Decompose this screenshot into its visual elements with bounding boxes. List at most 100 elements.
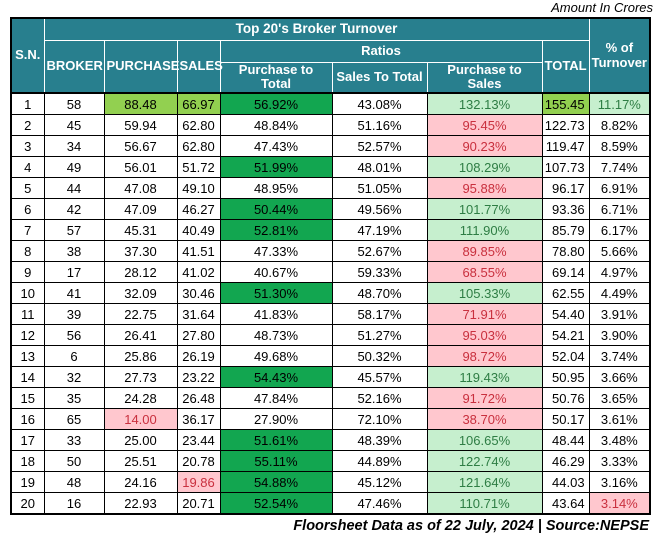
table-row: 4 49 56.01 51.72 51.99% 48.01% 108.29% 107.73 7.…: [10, 156, 651, 179]
broker-cell: 50: [43, 450, 105, 473]
table-row: 16 65 14.00 36.17 27.90% 72.10% 38.70% 50.17 3.6…: [10, 408, 651, 431]
table-row: 13 6 25.86 26.19 49.68% 50.32% 98.72% 52.04 3.74…: [10, 345, 651, 368]
sn-cell: 20: [10, 492, 45, 515]
percent-of-turnover-cell: 3.74%: [588, 345, 651, 368]
purchase-to-sales-cell: 121.64%: [426, 471, 543, 494]
sales-to-total-cell: 45.12%: [331, 471, 428, 494]
sn-cell: 7: [10, 219, 45, 242]
page: Amount In Crores S.N. Top 20's Broker Tu…: [10, 0, 653, 534]
col-header-total: TOTAL: [541, 39, 590, 95]
table-row: 20 16 22.93 20.71 52.54% 47.46% 110.71% 43.64 3.…: [10, 492, 651, 515]
purchase-to-total-cell: 56.92%: [219, 92, 333, 116]
total-cell: 52.04: [541, 345, 590, 368]
purchase-to-sales-cell: 95.03%: [426, 324, 543, 347]
purchase-to-sales-cell: 68.55%: [426, 261, 543, 284]
table-header: S.N. Top 20's Broker Turnover % of Turno…: [10, 17, 651, 95]
purchase-cell: 27.73: [103, 366, 178, 389]
sales-to-total-cell: 58.17%: [331, 303, 428, 326]
table-row: 17 33 25.00 23.44 51.61% 48.39% 106.65% 48.44 3.…: [10, 429, 651, 452]
sn-cell: 17: [10, 429, 45, 452]
purchase-to-sales-cell: 111.90%: [426, 219, 543, 242]
sales-cell: 26.19: [176, 345, 221, 368]
purchase-to-sales-cell: 105.33%: [426, 282, 543, 305]
purchase-cell: 24.28: [103, 387, 178, 410]
sales-cell: 66.97: [176, 92, 221, 116]
purchase-to-total-cell: 27.90%: [219, 408, 333, 431]
total-cell: 54.40: [541, 303, 590, 326]
sales-to-total-cell: 51.05%: [331, 177, 428, 200]
purchase-to-total-cell: 55.11%: [219, 450, 333, 473]
purchase-cell: 47.09: [103, 198, 178, 221]
table-row: 10 41 32.09 30.46 51.30% 48.70% 105.33% 62.55 4.…: [10, 282, 651, 305]
percent-of-turnover-cell: 3.66%: [588, 366, 651, 389]
broker-cell: 33: [43, 429, 105, 452]
broker-cell: 16: [43, 492, 105, 515]
total-cell: 107.73: [541, 156, 590, 179]
broker-cell: 57: [43, 219, 105, 242]
purchase-to-total-cell: 47.43%: [219, 135, 333, 158]
sales-cell: 20.78: [176, 450, 221, 473]
sales-to-total-cell: 44.89%: [331, 450, 428, 473]
total-cell: 69.14: [541, 261, 590, 284]
total-cell: 46.29: [541, 450, 590, 473]
percent-of-turnover-cell: 3.90%: [588, 324, 651, 347]
percent-of-turnover-cell: 3.16%: [588, 471, 651, 494]
sn-cell: 5: [10, 177, 45, 200]
broker-cell: 65: [43, 408, 105, 431]
purchase-to-total-cell: 48.95%: [219, 177, 333, 200]
sn-cell: 8: [10, 240, 45, 263]
total-cell: 50.17: [541, 408, 590, 431]
col-header-pct-turnover: % of Turnover: [588, 17, 651, 95]
sn-cell: 10: [10, 282, 45, 305]
col-header-sn: S.N.: [10, 17, 45, 95]
purchase-to-total-cell: 47.84%: [219, 387, 333, 410]
broker-cell: 6: [43, 345, 105, 368]
table-row: 15 35 24.28 26.48 47.84% 52.16% 91.72% 50.76 3.6…: [10, 387, 651, 410]
col-header-purchase: PURCHASE: [103, 39, 179, 95]
sn-cell: 18: [10, 450, 45, 473]
broker-cell: 56: [43, 324, 105, 347]
sales-cell: 51.72: [176, 156, 221, 179]
percent-of-turnover-cell: 5.66%: [588, 240, 651, 263]
sales-cell: 49.10: [176, 177, 221, 200]
sales-cell: 27.80: [176, 324, 221, 347]
broker-cell: 42: [43, 198, 105, 221]
col-header-sales: SALES: [176, 39, 223, 95]
col-header-ratios: Ratios: [219, 39, 543, 63]
percent-of-turnover-cell: 8.59%: [588, 135, 651, 158]
purchase-cell: 45.31: [103, 219, 178, 242]
sales-cell: 23.44: [176, 429, 221, 452]
purchase-to-total-cell: 50.44%: [219, 198, 333, 221]
table-row: 18 50 25.51 20.78 55.11% 44.89% 122.74% 46.29 3.…: [10, 450, 651, 473]
sales-cell: 46.27: [176, 198, 221, 221]
sales-to-total-cell: 51.16%: [331, 114, 428, 137]
sales-cell: 36.17: [176, 408, 221, 431]
purchase-cell: 59.94: [103, 114, 178, 137]
purchase-cell: 88.48: [103, 92, 178, 116]
sales-to-total-cell: 50.32%: [331, 345, 428, 368]
sales-to-total-cell: 49.56%: [331, 198, 428, 221]
percent-of-turnover-cell: 6.71%: [588, 198, 651, 221]
table-row: 5 44 47.08 49.10 48.95% 51.05% 95.88% 96.17 6.91…: [10, 177, 651, 200]
purchase-cell: 25.00: [103, 429, 178, 452]
purchase-to-total-cell: 48.84%: [219, 114, 333, 137]
purchase-to-sales-cell: 122.74%: [426, 450, 543, 473]
broker-cell: 32: [43, 366, 105, 389]
purchase-to-total-cell: 41.83%: [219, 303, 333, 326]
sales-cell: 62.80: [176, 135, 221, 158]
table-row: 14 32 27.73 23.22 54.43% 45.57% 119.43% 50.95 3.…: [10, 366, 651, 389]
purchase-to-sales-cell: 90.23%: [426, 135, 543, 158]
percent-of-turnover-cell: 3.61%: [588, 408, 651, 431]
purchase-to-sales-cell: 38.70%: [426, 408, 543, 431]
purchase-cell: 32.09: [103, 282, 178, 305]
broker-cell: 41: [43, 282, 105, 305]
sales-cell: 26.48: [176, 387, 221, 410]
purchase-to-sales-cell: 110.71%: [426, 492, 543, 515]
purchase-to-total-cell: 51.61%: [219, 429, 333, 452]
sn-cell: 13: [10, 345, 45, 368]
percent-of-turnover-cell: 11.17%: [588, 92, 651, 116]
total-cell: 62.55: [541, 282, 590, 305]
sn-cell: 15: [10, 387, 45, 410]
amount-unit-note: Amount In Crores: [551, 0, 653, 15]
sn-cell: 12: [10, 324, 45, 347]
